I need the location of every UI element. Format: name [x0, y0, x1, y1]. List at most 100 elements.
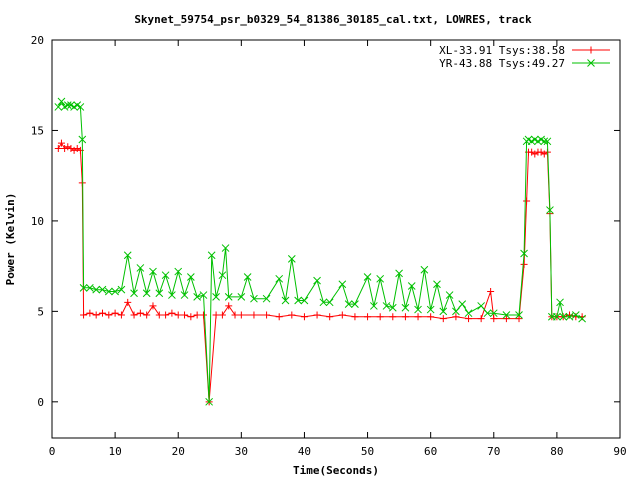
- data-point: [487, 287, 495, 295]
- data-point: [515, 311, 523, 319]
- data-point: [155, 289, 164, 298]
- data-point: [427, 313, 435, 321]
- data-point: [117, 285, 126, 294]
- plot-frame: [51, 39, 621, 439]
- x-tick-label: 40: [298, 445, 311, 458]
- data-point: [364, 313, 372, 321]
- data-point: [63, 101, 72, 109]
- data-point: [439, 315, 447, 323]
- data-point: [556, 298, 564, 307]
- data-point: [363, 273, 372, 281]
- data-point: [155, 311, 163, 319]
- data-point: [250, 294, 258, 303]
- data-point: [67, 145, 75, 153]
- data-point: [531, 150, 539, 158]
- series-2: [54, 97, 586, 406]
- y-tick-label: 20: [31, 34, 44, 47]
- x-tick-label: 80: [550, 445, 563, 458]
- data-point: [490, 315, 498, 323]
- data-point: [275, 313, 283, 321]
- data-point: [199, 291, 208, 299]
- data-point: [414, 305, 422, 314]
- data-point: [523, 197, 531, 205]
- data-point: [287, 255, 296, 263]
- y-tick-label: 0: [37, 396, 44, 409]
- data-point: [433, 280, 441, 289]
- data-point: [142, 289, 151, 298]
- data-point: [344, 300, 353, 308]
- data-point: [168, 291, 176, 299]
- data-point: [225, 302, 233, 310]
- data-point: [212, 311, 220, 319]
- data-point: [80, 311, 88, 319]
- data-point: [104, 287, 113, 296]
- data-point: [401, 303, 410, 312]
- data-point: [326, 313, 334, 321]
- data-point: [224, 293, 233, 301]
- data-point: [73, 145, 81, 153]
- data-point: [458, 300, 467, 308]
- data-point: [294, 296, 302, 305]
- x-tick-label: 0: [49, 445, 56, 458]
- data-point: [543, 137, 552, 146]
- data-point: [528, 148, 536, 156]
- series-1: [54, 139, 586, 406]
- data-point: [231, 311, 239, 319]
- data-point: [452, 307, 460, 316]
- x-tick-label: 10: [108, 445, 121, 458]
- data-point: [136, 264, 145, 272]
- data-point: [130, 311, 138, 319]
- data-point: [111, 287, 119, 296]
- y-tick-label: 5: [37, 305, 44, 318]
- data-point: [401, 313, 409, 321]
- data-point: [515, 315, 523, 323]
- data-point: [578, 314, 586, 323]
- data-point: [193, 293, 202, 301]
- x-tick-label: 90: [613, 445, 626, 458]
- axis-ticks: 0 10 20 30 40 50 60 70 80 90 0 5 10 15 20: [31, 34, 627, 458]
- data-point: [105, 311, 113, 319]
- data-point: [237, 293, 246, 301]
- data-point: [477, 302, 486, 310]
- data-point: [351, 313, 359, 321]
- y-axis-label: Power (Kelvin): [4, 193, 17, 286]
- data-point: [420, 265, 429, 274]
- data-point: [174, 311, 182, 319]
- data-point: [426, 305, 435, 314]
- data-point: [520, 249, 528, 258]
- data-point: [92, 311, 100, 319]
- data-point: [325, 298, 334, 307]
- data-point: [162, 311, 170, 319]
- data-point: [376, 313, 384, 321]
- data-point: [111, 309, 119, 317]
- data-point: [86, 309, 94, 317]
- data-point: [414, 313, 422, 321]
- data-point: [174, 267, 183, 276]
- data-point: [57, 97, 66, 106]
- data-point: [502, 315, 510, 323]
- data-point: [180, 291, 189, 299]
- data-point: [149, 302, 157, 310]
- data-point: [70, 146, 78, 154]
- data-point: [64, 143, 72, 151]
- x-axis-label: Time(Seconds): [293, 464, 379, 477]
- data-point: [319, 298, 328, 307]
- legend-label: XL-33.91 Tsys:38.58: [439, 44, 565, 57]
- data-point: [92, 285, 101, 294]
- data-point: [313, 311, 321, 319]
- x-tick-label: 20: [172, 445, 185, 458]
- data-point: [54, 145, 62, 153]
- data-point: [218, 311, 226, 319]
- data-point: [98, 285, 107, 294]
- data-point: [370, 302, 378, 310]
- data-point: [477, 315, 485, 323]
- data-point: [98, 309, 106, 317]
- data-point: [559, 312, 568, 321]
- data-point: [553, 312, 561, 321]
- data-point: [300, 313, 308, 321]
- data-point: [61, 145, 69, 153]
- plot-area: [54, 97, 586, 406]
- data-point: [483, 309, 492, 318]
- data-point: [300, 296, 309, 305]
